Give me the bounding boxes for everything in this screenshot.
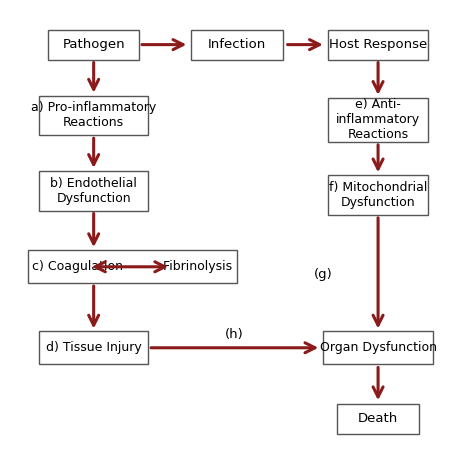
- FancyBboxPatch shape: [328, 30, 428, 59]
- FancyBboxPatch shape: [39, 331, 148, 364]
- FancyBboxPatch shape: [323, 331, 433, 364]
- Text: Pathogen: Pathogen: [63, 38, 125, 51]
- Text: a) Pro-inflammatory
Reactions: a) Pro-inflammatory Reactions: [31, 101, 156, 130]
- Text: c) Coagulation          Fibrinolysis: c) Coagulation Fibrinolysis: [32, 260, 232, 273]
- Text: e) Anti-
inflammatory
Reactions: e) Anti- inflammatory Reactions: [336, 98, 420, 142]
- Text: (h): (h): [225, 328, 244, 341]
- FancyBboxPatch shape: [328, 175, 428, 215]
- Text: b) Endothelial
Dysfunction: b) Endothelial Dysfunction: [50, 177, 137, 205]
- Text: (g): (g): [314, 268, 333, 281]
- Text: Host Response: Host Response: [329, 38, 427, 51]
- Text: Death: Death: [358, 412, 398, 425]
- FancyBboxPatch shape: [191, 30, 283, 59]
- Text: Organ Dysfunction: Organ Dysfunction: [319, 341, 437, 354]
- FancyBboxPatch shape: [337, 403, 419, 434]
- FancyBboxPatch shape: [48, 30, 139, 59]
- FancyBboxPatch shape: [328, 98, 428, 142]
- Text: d) Tissue Injury: d) Tissue Injury: [46, 341, 142, 354]
- Text: Infection: Infection: [208, 38, 266, 51]
- FancyBboxPatch shape: [39, 171, 148, 211]
- Text: f) Mitochondrial
Dysfunction: f) Mitochondrial Dysfunction: [329, 181, 427, 209]
- FancyBboxPatch shape: [27, 250, 237, 284]
- FancyBboxPatch shape: [39, 95, 148, 136]
